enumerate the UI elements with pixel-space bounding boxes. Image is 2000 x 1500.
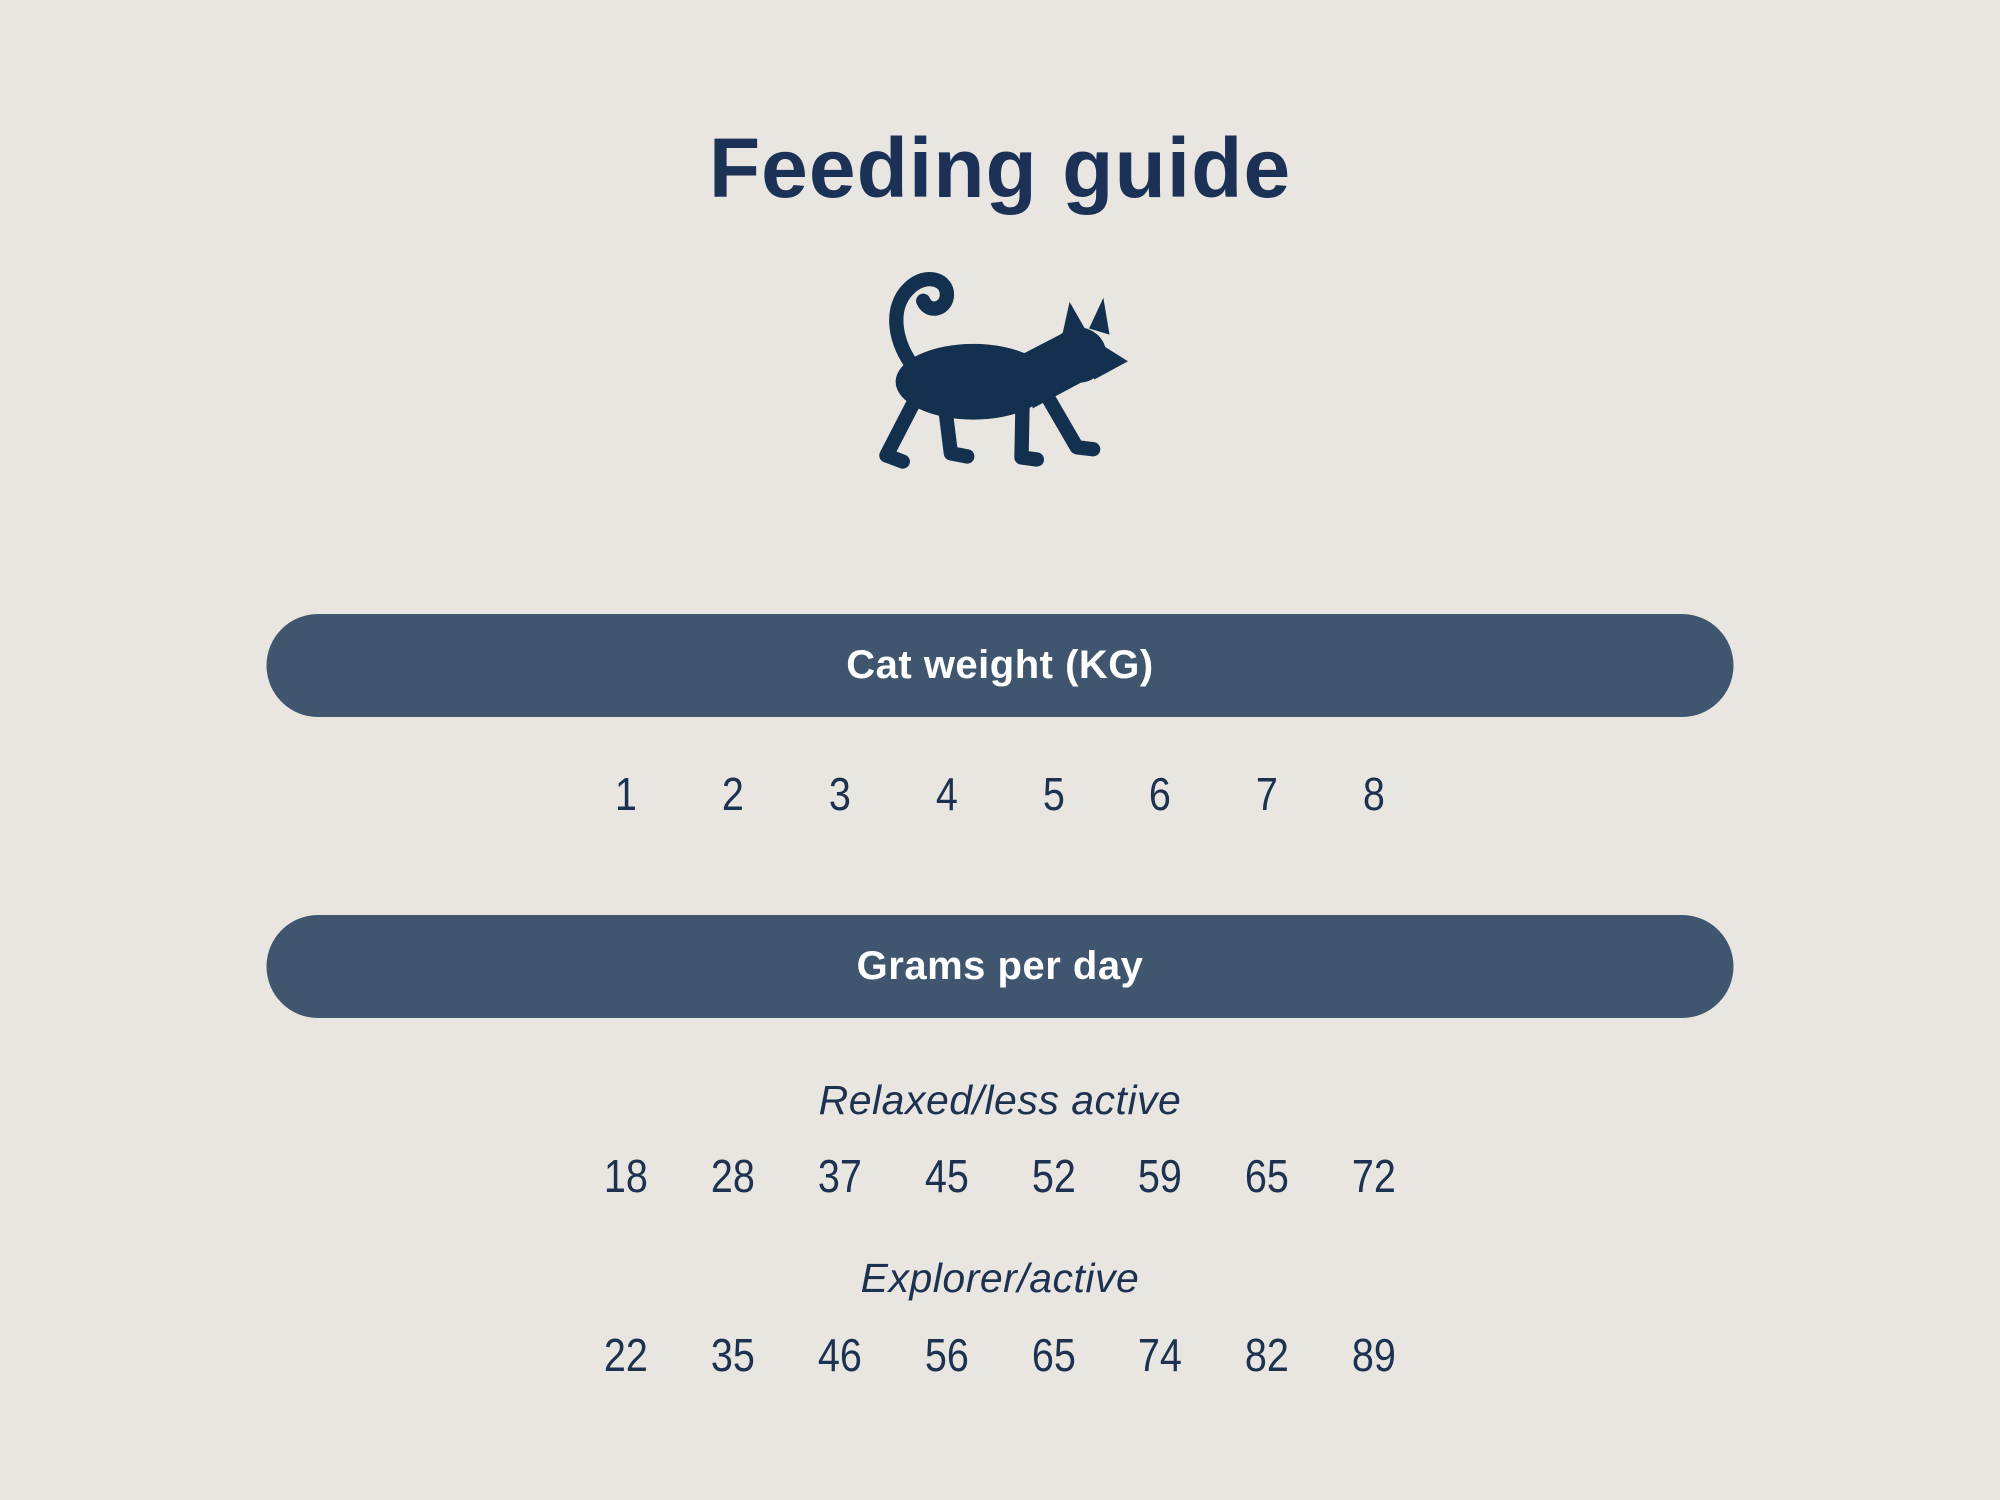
weight-value: 4 — [935, 768, 958, 820]
explorer-grams-value: 35 — [710, 1329, 755, 1381]
explorer-grams-value: 22 — [603, 1329, 648, 1381]
weight-value: 3 — [828, 768, 851, 820]
relaxed-grams-value: 59 — [1138, 1150, 1183, 1202]
weight-value: 5 — [1042, 768, 1065, 820]
relaxed-grams-value: 37 — [817, 1150, 862, 1202]
explorer-grams-value: 82 — [1245, 1329, 1290, 1381]
cat-icon — [869, 265, 1131, 475]
relaxed-grams-value: 52 — [1031, 1150, 1076, 1202]
relaxed-grams-value: 65 — [1245, 1150, 1290, 1202]
relaxed-grams-value: 72 — [1352, 1150, 1397, 1202]
page-title: Feeding guide — [708, 121, 1292, 215]
grams-header-banner: Grams per day — [266, 915, 1734, 1018]
weight-header-banner: Cat weight (KG) — [266, 614, 1734, 717]
explorer-grams-value: 74 — [1138, 1329, 1183, 1381]
relaxed-grams-value: 18 — [603, 1150, 648, 1202]
weight-value: 6 — [1149, 768, 1172, 820]
weight-value: 2 — [721, 768, 744, 820]
explorer-grams-value: 56 — [924, 1329, 969, 1381]
explorer-activity-label: Explorer/active — [860, 1255, 1140, 1301]
explorer-values-row: 22 35 46 56 65 74 82 89 — [573, 1330, 1428, 1380]
weight-value: 7 — [1256, 768, 1279, 820]
explorer-grams-value: 89 — [1352, 1329, 1397, 1381]
explorer-grams-value: 65 — [1031, 1329, 1076, 1381]
weight-value: 8 — [1363, 768, 1386, 820]
weight-value: 1 — [614, 768, 637, 820]
weight-header-label: Cat weight (KG) — [846, 643, 1154, 687]
relaxed-values-row: 18 28 37 45 52 59 65 72 — [573, 1151, 1428, 1201]
relaxed-grams-value: 28 — [710, 1150, 755, 1202]
relaxed-grams-value: 45 — [924, 1150, 969, 1202]
relaxed-activity-label: Relaxed/less active — [818, 1077, 1182, 1123]
grams-header-label: Grams per day — [856, 944, 1144, 988]
weight-values-row: 1 2 3 4 5 6 7 8 — [573, 769, 1428, 819]
explorer-grams-value: 46 — [817, 1329, 862, 1381]
